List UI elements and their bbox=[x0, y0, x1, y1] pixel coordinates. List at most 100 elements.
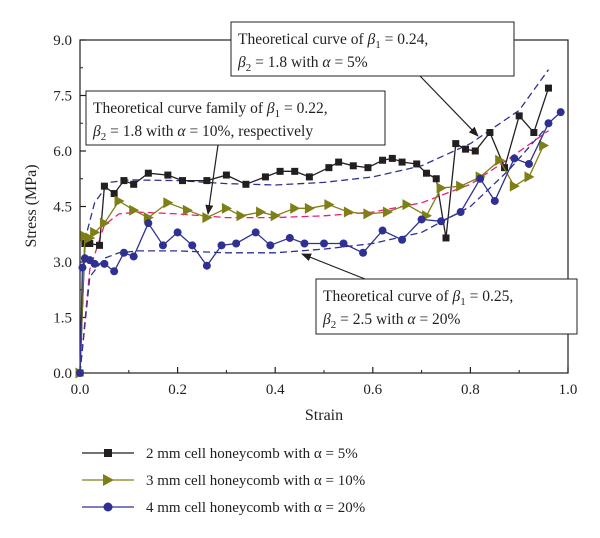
data-point-circle bbox=[476, 174, 485, 183]
legend-circle-marker bbox=[103, 502, 113, 512]
data-point-triangle bbox=[256, 206, 267, 218]
data-point-square bbox=[96, 241, 104, 249]
data-point-circle bbox=[144, 219, 153, 228]
data-point-circle bbox=[76, 369, 84, 377]
data-point-square bbox=[120, 177, 128, 185]
legend: 2 mm cell honeycomb with α = 5% 3 mm cel… bbox=[82, 446, 365, 516]
data-point-circle bbox=[188, 241, 197, 250]
axis-tick-labels: 0.0 0.2 0.4 0.6 0.8 1.0 0.0 1.5 3.0 4.5 6.0 7.5 9.0 bbox=[53, 33, 577, 398]
data-point-triangle bbox=[539, 139, 550, 151]
x-tick-label: 0.4 bbox=[266, 382, 285, 398]
legend-square-marker bbox=[104, 449, 112, 457]
data-point-triangle bbox=[382, 206, 393, 218]
legend-label: 3 mm cell honeycomb with α = 10% bbox=[146, 473, 365, 489]
data-point-circle bbox=[217, 241, 226, 250]
data-point-square bbox=[291, 167, 299, 175]
data-point-square bbox=[144, 169, 152, 177]
annotation-arrow bbox=[205, 144, 219, 215]
x-tick-label: 0.2 bbox=[168, 382, 187, 398]
data-point-triangle bbox=[129, 204, 140, 216]
data-point-square bbox=[305, 173, 313, 181]
data-point-square bbox=[515, 112, 523, 120]
data-point-circle bbox=[110, 267, 119, 276]
data-point-circle bbox=[232, 239, 241, 248]
data-point-triangle bbox=[509, 180, 520, 192]
data-point-circle bbox=[417, 215, 426, 224]
data-point-square bbox=[388, 154, 396, 162]
data-point-triangle bbox=[85, 232, 96, 244]
x-axis-title: Strain bbox=[305, 407, 343, 424]
x-tick-label: 1.0 bbox=[559, 382, 578, 398]
data-point-triangle bbox=[202, 212, 213, 224]
theoretical-curve bbox=[79, 124, 549, 374]
data-point-triangle bbox=[99, 217, 110, 229]
data-point-square bbox=[86, 240, 94, 247]
y-tick-label: 7.5 bbox=[53, 89, 72, 105]
data-point-circle bbox=[251, 228, 260, 237]
annotation-box bbox=[230, 21, 515, 77]
data-point-square bbox=[178, 177, 186, 185]
data-point-circle bbox=[285, 233, 294, 242]
annotation-line2: β2 = 1.8 with α = 10%, respectively bbox=[92, 123, 313, 143]
data-point-circle bbox=[490, 196, 499, 205]
data-point-square bbox=[164, 171, 172, 179]
data-point-triangle bbox=[495, 154, 506, 166]
data-point-triangle bbox=[114, 195, 125, 207]
data-point-triangle bbox=[324, 199, 335, 211]
data-point-circle bbox=[119, 248, 128, 257]
annotation-line2: β2 = 2.5 with α = 20% bbox=[322, 311, 461, 331]
data-point-circle bbox=[359, 248, 368, 257]
data-point-circle bbox=[300, 239, 309, 248]
data-point-triangle bbox=[456, 180, 467, 192]
data-point-triangle bbox=[343, 206, 354, 218]
data-point-square bbox=[100, 182, 108, 190]
data-point-circle bbox=[158, 241, 167, 250]
data-point-square bbox=[276, 167, 284, 175]
annotation-line1: Theoretical curve of β1 = 0.24, bbox=[238, 31, 428, 51]
data-point-square bbox=[110, 190, 118, 198]
x-tick-label: 0.0 bbox=[71, 382, 90, 398]
data-point-square bbox=[452, 140, 460, 148]
y-tick-label: 9.0 bbox=[53, 33, 72, 49]
y-tick-label: 6.0 bbox=[53, 144, 72, 160]
data-point-triangle bbox=[182, 204, 193, 216]
data-point-square bbox=[486, 129, 494, 136]
data-point-square bbox=[462, 145, 470, 153]
annotation-box bbox=[315, 278, 578, 335]
annotation-line1: Theoretical curve family of β1 = 0.22, bbox=[93, 100, 328, 120]
data-point-triangle bbox=[524, 171, 535, 183]
data-point-circle bbox=[90, 259, 99, 268]
y-tick-label: 3.0 bbox=[53, 255, 72, 271]
data-series bbox=[75, 84, 565, 379]
data-point-circle bbox=[544, 119, 553, 128]
data-point-circle bbox=[129, 252, 138, 261]
annotation-beta1-0.25: Theoretical curve of β1 = 0.25, β2 = 2.5… bbox=[301, 253, 578, 335]
data-point-square bbox=[413, 160, 421, 168]
annotation-beta1-0.24: Theoretical curve of β1 = 0.24, β2 = 1.8… bbox=[230, 21, 515, 137]
data-point-circle bbox=[398, 235, 407, 244]
data-point-square bbox=[530, 129, 538, 136]
legend-item-2mm: 2 mm cell honeycomb with α = 5% bbox=[82, 446, 358, 462]
y-tick-label: 0.0 bbox=[53, 366, 72, 382]
series-circle bbox=[76, 108, 565, 377]
data-point-triangle bbox=[363, 208, 374, 220]
data-point-square bbox=[442, 234, 450, 242]
data-point-triangle bbox=[236, 210, 247, 222]
x-tick-label: 0.6 bbox=[363, 382, 382, 398]
data-point-square bbox=[203, 177, 211, 185]
x-tick-label: 0.8 bbox=[461, 382, 480, 398]
y-tick-label: 4.5 bbox=[53, 200, 72, 216]
data-point-circle bbox=[202, 261, 211, 270]
data-point-triangle bbox=[402, 199, 413, 211]
theoretical-curve bbox=[79, 130, 549, 374]
data-point-circle bbox=[320, 239, 328, 248]
data-point-circle bbox=[378, 226, 387, 235]
data-point-circle bbox=[266, 241, 275, 250]
legend-label: 2 mm cell honeycomb with α = 5% bbox=[146, 446, 358, 462]
data-point-triangle bbox=[270, 210, 281, 222]
data-point-square bbox=[130, 180, 138, 188]
data-point-square bbox=[544, 84, 552, 92]
data-point-circle bbox=[524, 159, 533, 168]
series-line bbox=[79, 111, 562, 374]
